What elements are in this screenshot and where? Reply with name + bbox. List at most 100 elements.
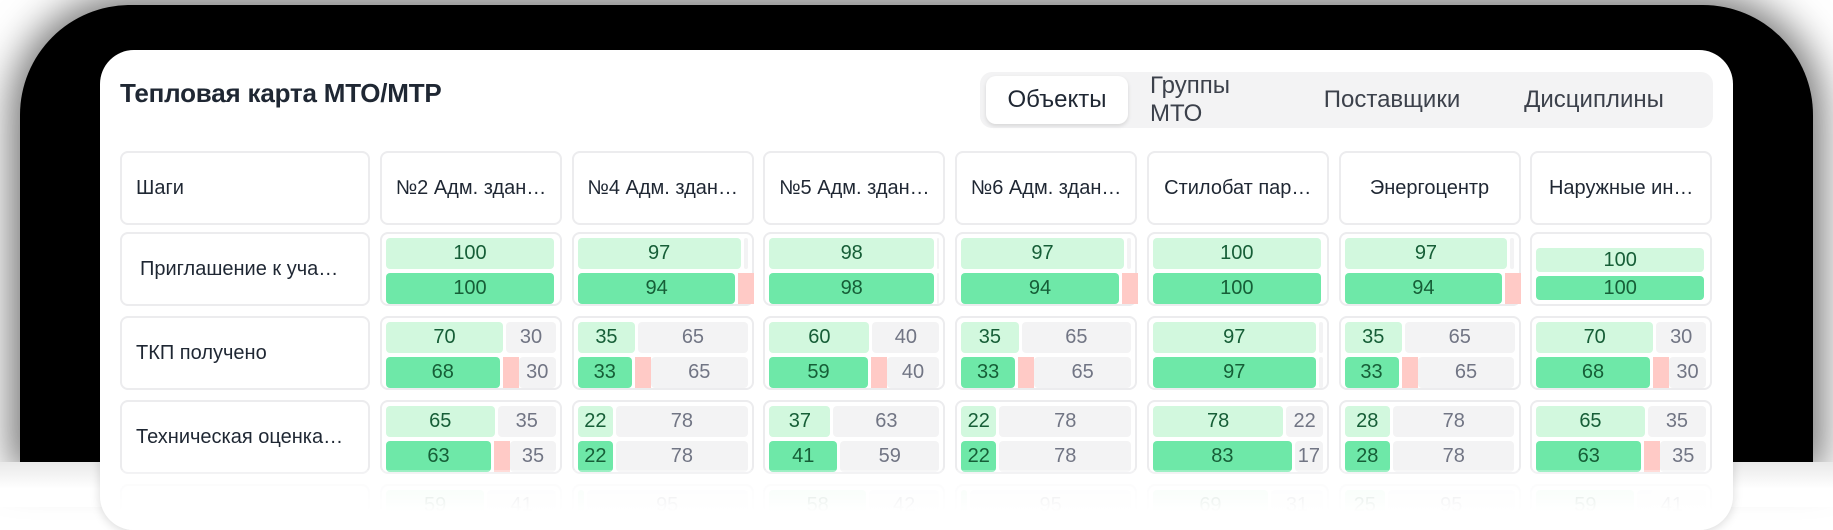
heatmap-cell[interactable]: 28 78 28 78 xyxy=(1338,400,1521,474)
heatmap-cell[interactable]: 78 22 83 17 xyxy=(1146,400,1329,474)
plan-bar: 98 xyxy=(769,238,934,269)
plan-bar: 97 xyxy=(577,238,741,269)
fact-bar: 33 xyxy=(961,357,1016,388)
fact-remainder: 65 xyxy=(650,357,748,388)
plan-remainder xyxy=(1126,238,1132,269)
fact-bar: 63 xyxy=(1536,441,1642,472)
column-header[interactable]: №5 Адм. здан… xyxy=(763,151,946,225)
plan-bar: 35 xyxy=(961,322,1019,353)
fact-remainder xyxy=(1318,357,1323,388)
tab-disciplines[interactable]: Дисциплины xyxy=(1524,86,1664,113)
tab-suppliers[interactable]: Поставщики xyxy=(1323,86,1461,113)
heatmap-cell[interactable]: 65 35 63 35 xyxy=(380,400,562,474)
cell-bars: 100 100 xyxy=(1152,238,1323,304)
heatmap-cell[interactable]: 35 65 33 65 xyxy=(1338,316,1521,390)
fact-remainder: 78 xyxy=(999,441,1132,472)
plan-bar: 97 xyxy=(1344,238,1508,269)
heatmap-cell[interactable]: 100 100 xyxy=(1146,232,1329,306)
heatmap-cell[interactable]: 37 63 41 59 xyxy=(763,400,946,474)
fact-remainder: 35 xyxy=(1660,441,1707,472)
fact-remainder: 78 xyxy=(616,441,748,472)
fact-remainder: 65 xyxy=(1417,357,1515,388)
gap-bar xyxy=(1018,357,1035,388)
plan-remainder: 78 xyxy=(1393,406,1515,437)
plan-remainder xyxy=(1510,238,1515,269)
column-header-steps: Шаги xyxy=(120,151,370,225)
heatmap-cell[interactable]: 97 94 xyxy=(955,232,1138,306)
heatmap-cell[interactable]: 97 97 xyxy=(1146,316,1329,390)
heatmap-cell[interactable]: 97 94 xyxy=(1338,232,1522,306)
fact-remainder: 59 xyxy=(840,441,940,472)
gap-bar xyxy=(1401,357,1418,388)
fact-remainder: 17 xyxy=(1294,441,1323,472)
column-header[interactable]: №6 Адм. здан… xyxy=(955,151,1138,225)
gap-bar xyxy=(502,357,519,388)
cell-bars: 97 97 xyxy=(1152,322,1323,388)
row-label[interactable]: Приглашение к уча… xyxy=(120,232,370,306)
cell-bars: 98 98 xyxy=(769,238,940,304)
plan-remainder: 78 xyxy=(616,406,748,437)
column-header[interactable]: Наружные ин… xyxy=(1530,151,1713,225)
heatmap-cell[interactable]: 60 40 59 40 xyxy=(763,316,946,390)
cell-bars: 70 30 68 30 xyxy=(1536,322,1707,388)
cell-bars: 37 63 41 59 xyxy=(769,406,940,472)
row-label[interactable]: ТКП получено xyxy=(120,316,370,390)
column-header[interactable]: №4 Адм. здан… xyxy=(571,151,754,225)
column-header[interactable]: Стилобат пар… xyxy=(1146,151,1329,225)
plan-remainder: 35 xyxy=(1647,406,1707,437)
plan-bar: 70 xyxy=(1536,322,1654,353)
gap-bar xyxy=(738,273,755,304)
cell-bars: 65 35 63 35 xyxy=(1536,406,1707,472)
tab-mto-groups[interactable]: Группы МТО xyxy=(1150,72,1230,127)
cell-bars: 100 100 xyxy=(386,238,556,304)
fact-bar: 33 xyxy=(1344,357,1399,388)
heatmap-cell[interactable]: 100 100 xyxy=(380,232,562,306)
heatmap-cell[interactable]: 22 78 22 78 xyxy=(955,400,1138,474)
plan-remainder: 30 xyxy=(506,322,556,353)
heatmap-cell[interactable]: 100 100 xyxy=(1530,232,1713,306)
plan-bar: 100 xyxy=(1152,238,1321,269)
cell-bars: 97 94 xyxy=(1344,238,1522,304)
cell-bars: 22 78 22 78 xyxy=(577,406,748,472)
column-header[interactable]: №2 Адм. здан… xyxy=(380,151,562,225)
fact-remainder: 40 xyxy=(886,357,940,388)
plan-remainder: 30 xyxy=(1656,322,1707,353)
cell-bars: 100 100 xyxy=(1536,238,1706,300)
fact-remainder: 30 xyxy=(518,357,556,388)
tab-objects[interactable]: Объекты xyxy=(986,76,1128,124)
fact-bar: 100 xyxy=(386,273,554,304)
cell-bars: 35 65 33 65 xyxy=(1344,322,1515,388)
plan-bar: 70 xyxy=(386,322,503,353)
plan-remainder: 35 xyxy=(497,406,556,437)
column-header[interactable]: Энергоцентр xyxy=(1338,151,1521,225)
plan-bar: 35 xyxy=(577,322,636,353)
heatmap-cell[interactable]: 65 35 63 35 xyxy=(1530,400,1713,474)
plan-remainder: 65 xyxy=(1021,322,1132,353)
plan-bar: 35 xyxy=(1344,322,1402,353)
gap-bar xyxy=(1121,273,1138,304)
gap-bar xyxy=(1644,441,1661,472)
plan-remainder: 63 xyxy=(833,406,940,437)
plan-bar: 78 xyxy=(1152,406,1284,437)
fact-remainder xyxy=(936,273,940,304)
heatmap-cell[interactable]: 70 30 68 30 xyxy=(380,316,562,390)
heatmap-cell[interactable]: 97 94 xyxy=(571,232,755,306)
fact-bar: 83 xyxy=(1152,441,1292,472)
fact-bar: 59 xyxy=(769,357,868,388)
plan-remainder: 65 xyxy=(638,322,748,353)
heatmap-cell[interactable]: 22 78 22 78 xyxy=(571,400,754,474)
fact-bar: 63 xyxy=(386,441,492,472)
heatmap-cell[interactable]: 35 65 33 65 xyxy=(955,316,1138,390)
row-label[interactable]: Техническая оценка… xyxy=(120,400,370,474)
cell-bars: 28 78 28 78 xyxy=(1344,406,1515,472)
fact-bar: 94 xyxy=(577,273,736,304)
plan-remainder xyxy=(743,238,748,269)
heatmap-cell[interactable]: 70 30 68 30 xyxy=(1530,316,1713,390)
fact-bar: 22 xyxy=(577,441,614,472)
gap-bar xyxy=(494,441,511,472)
gap-bar xyxy=(1505,273,1522,304)
fact-remainder: 30 xyxy=(1668,357,1707,388)
heatmap-cell[interactable]: 98 98 xyxy=(763,232,946,306)
heatmap-cell[interactable]: 35 65 33 65 xyxy=(571,316,754,390)
fact-remainder: 65 xyxy=(1034,357,1132,388)
